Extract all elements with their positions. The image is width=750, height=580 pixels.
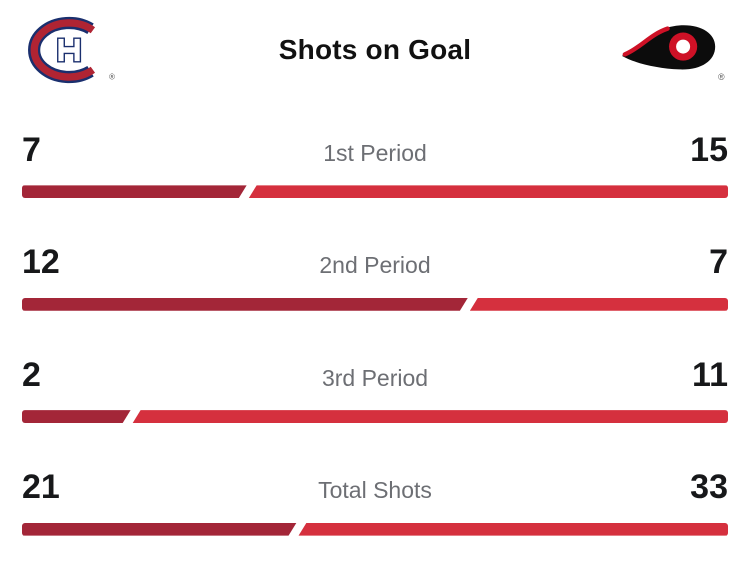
right-shots-value: 15 bbox=[690, 131, 728, 169]
right-shots-value: 11 bbox=[692, 355, 728, 394]
carolina-hurricanes-logo-icon: ® bbox=[619, 16, 728, 84]
bar-left-segment bbox=[22, 185, 247, 198]
svg-text:®: ® bbox=[718, 72, 725, 82]
right-shots-value: 33 bbox=[690, 468, 728, 507]
left-shots-value: 12 bbox=[22, 243, 60, 282]
header: ® Shots on Goal ® bbox=[22, 16, 728, 84]
left-shots-value: 7 bbox=[22, 131, 41, 169]
shots-on-goal-panel: ® Shots on Goal ® 7 1st Period 15 bbox=[22, 16, 728, 536]
bar-right-segment bbox=[132, 410, 728, 424]
bar-left-segment bbox=[22, 523, 297, 536]
page-title: Shots on Goal bbox=[278, 34, 472, 65]
shots-row-total: 21 Total Shots 33 bbox=[22, 468, 728, 536]
bar-left-segment bbox=[22, 410, 131, 423]
bar-left-segment bbox=[22, 298, 468, 311]
bar-right-segment bbox=[469, 297, 728, 311]
montreal-canadiens-logo-icon: ® bbox=[22, 16, 279, 84]
shots-row-3rd-period: 2 3rd Period 11 bbox=[22, 355, 728, 424]
shots-rows: 7 1st Period 15 12 2nd Period 7 2 bbox=[22, 131, 728, 536]
svg-text:®: ® bbox=[109, 73, 115, 82]
bar-right-segment bbox=[298, 522, 728, 536]
period-label: Total Shots bbox=[318, 477, 432, 504]
period-label: 2nd Period bbox=[319, 252, 431, 279]
shots-row-2nd-period: 12 2nd Period 7 bbox=[22, 243, 728, 311]
bar-right-segment bbox=[248, 185, 728, 199]
shots-bar bbox=[22, 297, 728, 311]
shots-bar bbox=[22, 410, 728, 424]
shots-row-1st-period: 7 1st Period 15 bbox=[22, 131, 728, 199]
period-label: 1st Period bbox=[323, 140, 427, 166]
right-shots-value: 7 bbox=[709, 243, 728, 282]
left-shots-value: 21 bbox=[22, 468, 60, 507]
shots-bar bbox=[22, 522, 728, 536]
period-label: 3rd Period bbox=[321, 364, 429, 391]
left-shots-value: 2 bbox=[22, 355, 41, 394]
shots-bar bbox=[22, 185, 728, 199]
